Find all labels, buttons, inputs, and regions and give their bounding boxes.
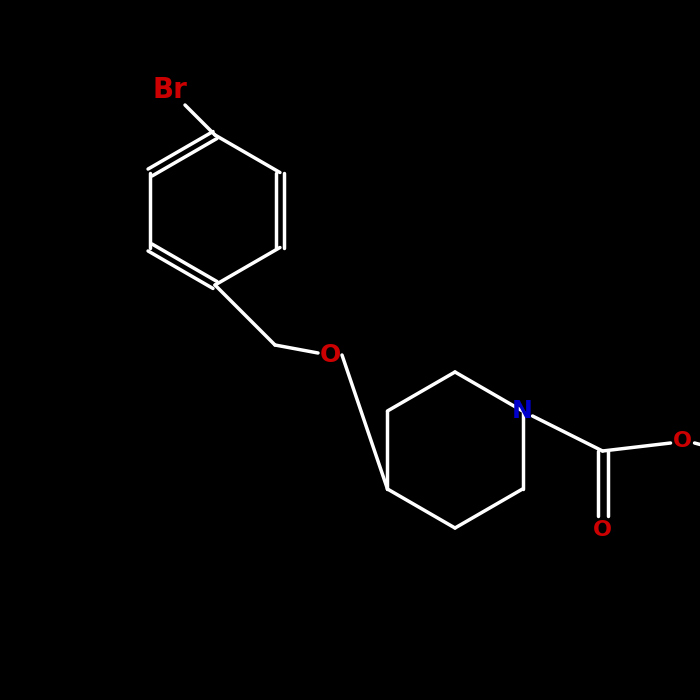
Text: N: N bbox=[512, 399, 533, 423]
Text: Br: Br bbox=[153, 76, 188, 104]
Text: O: O bbox=[319, 343, 341, 367]
Text: O: O bbox=[673, 431, 692, 451]
Text: O: O bbox=[593, 520, 612, 540]
